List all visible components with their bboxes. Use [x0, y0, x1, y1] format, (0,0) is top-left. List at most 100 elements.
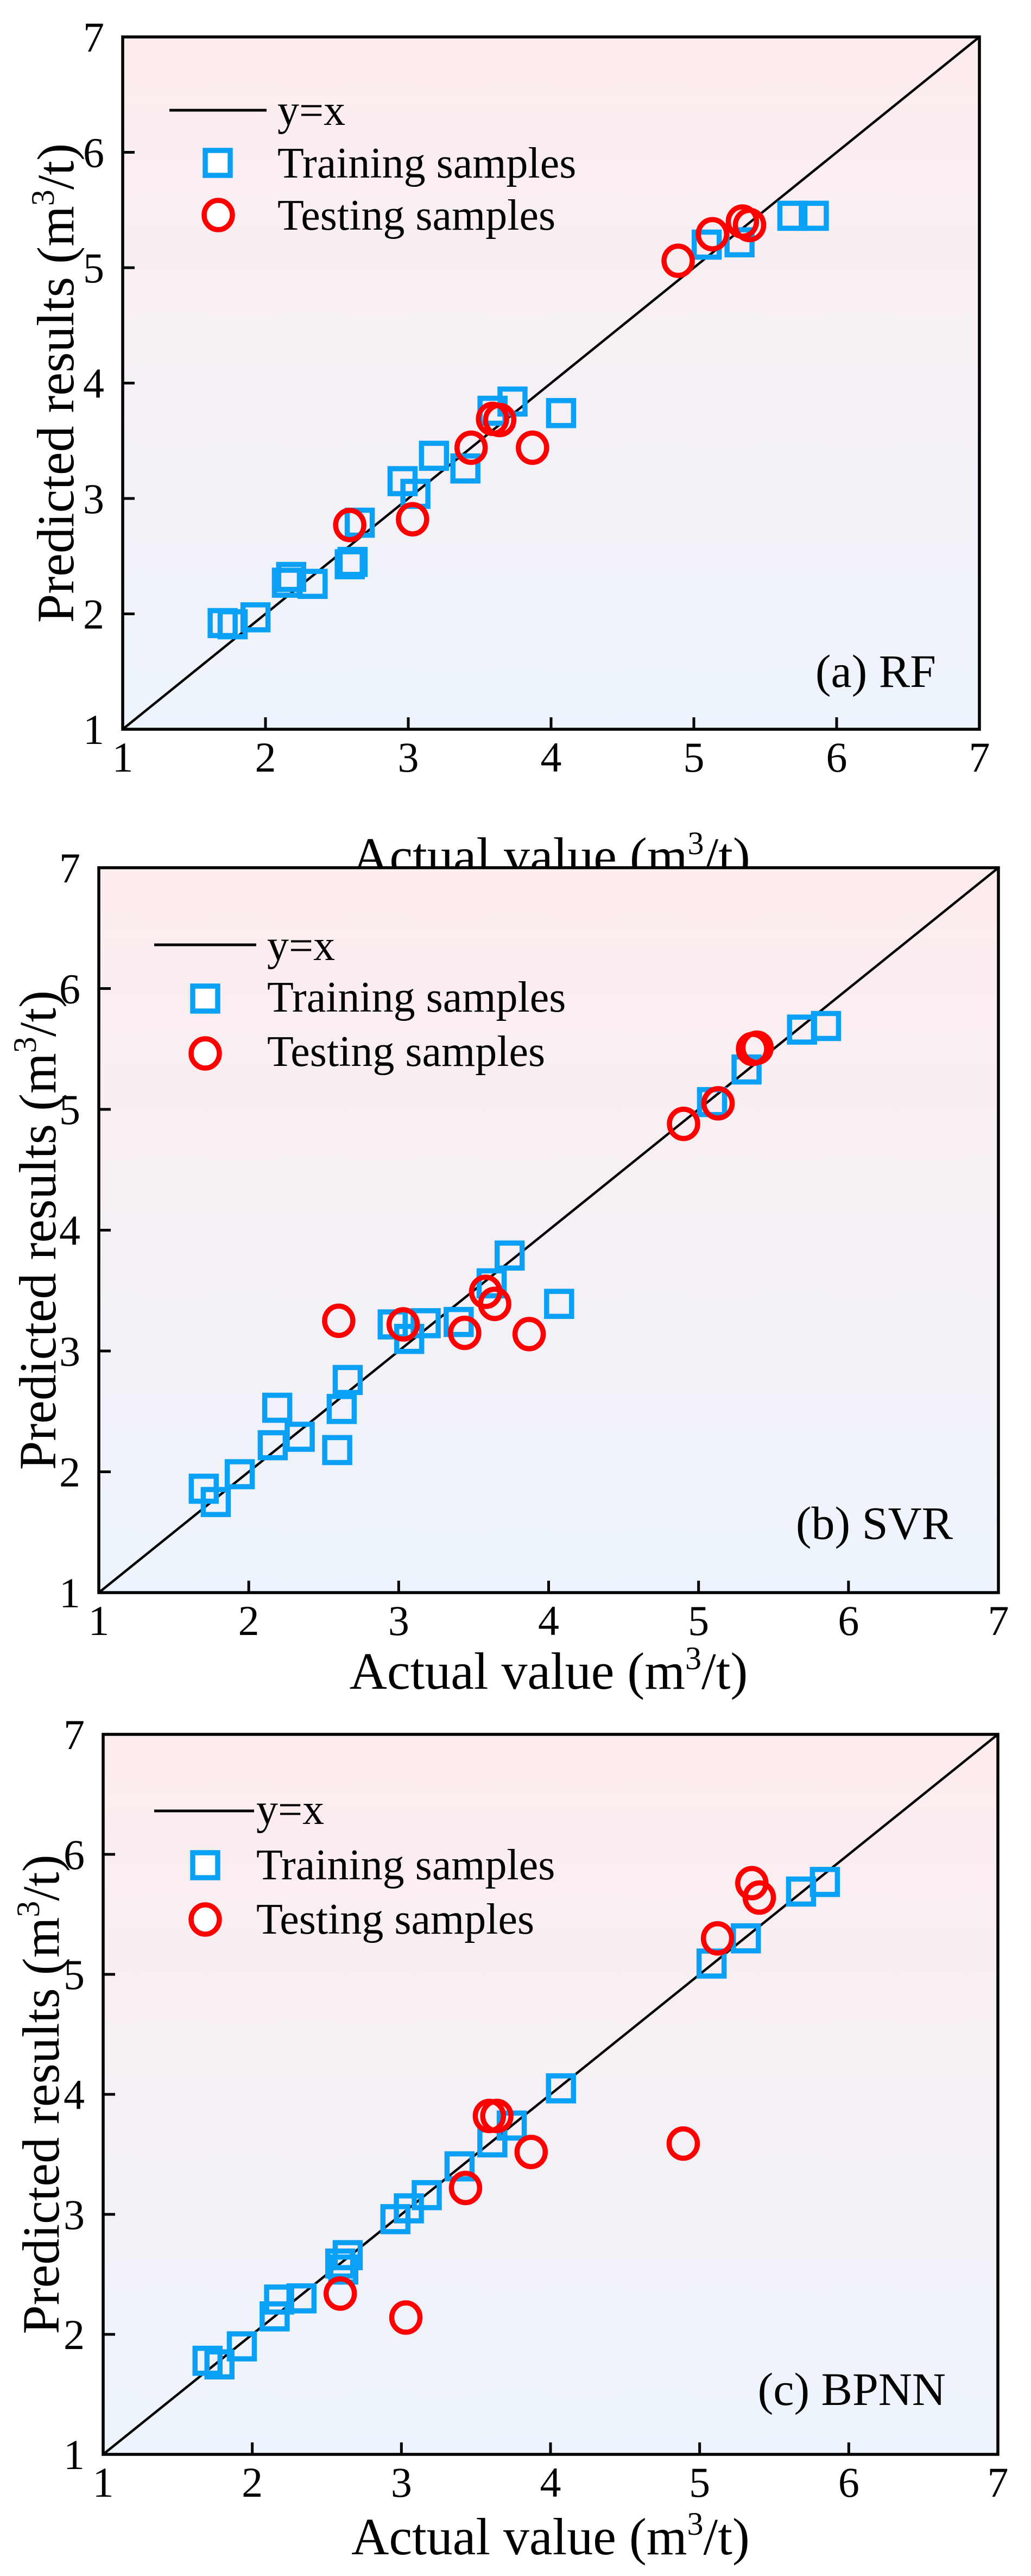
training-sample-point — [262, 1392, 293, 1423]
y-tick-label: 1 — [83, 706, 104, 753]
testing-sample-point — [389, 2300, 423, 2335]
training-sample-point — [546, 398, 577, 428]
testing-sample-point — [742, 1880, 776, 1915]
y-axis-label: Predicted results (m3/t) — [7, 990, 67, 1470]
legend-label-testing: Testing samples — [256, 1896, 534, 1943]
panel-bpnn: 1 2 3 4 5 6 7 1 2 3 4 5 6 7 y=x Training samples Testing… — [10, 1711, 1009, 2566]
y-tick-label: 3 — [83, 475, 104, 522]
training-sample-point — [494, 1240, 525, 1271]
training-sample-point — [419, 440, 450, 471]
series-training — [207, 200, 829, 640]
series-testing — [322, 1030, 774, 1352]
y-tick-label: 5 — [59, 1086, 80, 1133]
x-tick-label: 2 — [255, 734, 276, 781]
y-tick-label: 7 — [83, 14, 104, 61]
ylabel-text: Predicted results (m — [12, 1917, 70, 2334]
y-tick-label: 6 — [83, 129, 104, 176]
x-axis-label: Actual value (m3/t) — [350, 1640, 748, 1700]
testing-sample-point — [480, 2099, 514, 2133]
y-tick-label: 2 — [59, 1449, 80, 1496]
xlabel-superscript: 3 — [688, 825, 704, 861]
xlabel-text: Actual value (m — [350, 1642, 685, 1700]
training-sample-point — [322, 1435, 352, 1466]
y-tick-label: 6 — [59, 965, 80, 1013]
ylabel-text: Predicted results (m — [9, 1053, 67, 1470]
training-sample-point — [777, 200, 808, 231]
y-tick-label: 4 — [59, 1207, 80, 1254]
testing-sample-point — [478, 1286, 511, 1321]
legend-square-swatch — [203, 148, 233, 178]
training-sample-point — [240, 602, 271, 633]
training-sample-point — [412, 2180, 442, 2211]
x-tick-label: 1 — [112, 734, 134, 781]
testing-sample-point — [516, 430, 549, 465]
testing-sample-point — [701, 1086, 735, 1121]
legend-label-testing: Testing samples — [277, 192, 555, 239]
y-tick-label: 1 — [59, 1569, 80, 1617]
training-sample-point — [410, 1308, 441, 1338]
training-sample-point — [444, 2151, 475, 2182]
x-tick-label: 2 — [238, 1597, 260, 1644]
testing-sample-point — [514, 2135, 548, 2169]
ylabel-text-end: /t) — [12, 1854, 70, 1901]
training-sample-point — [811, 1011, 842, 1041]
plot-frame — [102, 1733, 1000, 2456]
training-sample-point — [546, 2073, 576, 2104]
x-tick-label: 6 — [826, 734, 847, 781]
y-tick-label: 5 — [83, 244, 104, 292]
training-sample-point — [276, 561, 307, 592]
training-sample-point — [326, 1394, 357, 1424]
ylabel-text-end: /t) — [9, 990, 67, 1037]
y-tick-label: 3 — [64, 2191, 85, 2238]
x-tick-label: 4 — [538, 1597, 559, 1644]
xlabel-text: Actual value (m — [351, 2508, 687, 2566]
y-tick-label: 7 — [59, 844, 80, 892]
ylabel-superscript: 3 — [7, 1037, 43, 1053]
y-tick-label: 7 — [64, 1711, 85, 1758]
training-sample-point — [332, 2240, 363, 2270]
testing-sample-point — [396, 502, 429, 536]
legend-circle-swatch — [188, 1902, 222, 1937]
testing-sample-point — [333, 508, 366, 542]
testing-sample-point — [448, 2170, 483, 2206]
legend-square-swatch — [190, 1850, 220, 1880]
training-sample-point — [337, 547, 368, 577]
legend-square-swatch — [190, 983, 220, 1014]
testing-sample-point — [512, 1317, 546, 1352]
legend-circle-swatch — [201, 198, 235, 232]
plot-frame — [121, 35, 981, 731]
x-tick-label: 1 — [93, 2459, 114, 2506]
x-tick-label: 5 — [684, 734, 705, 781]
y-axis-label: Predicted results (m3/t) — [25, 143, 85, 623]
testing-sample-point — [448, 1315, 482, 1350]
x-tick-label: 3 — [388, 1597, 409, 1644]
x-tick-label: 4 — [541, 734, 562, 781]
x-tick-label: 3 — [398, 734, 419, 781]
training-sample-point — [325, 2248, 356, 2279]
training-sample-point — [809, 1867, 840, 1897]
reference-line-y-equals-x — [98, 867, 1000, 1594]
testing-sample-point — [454, 430, 488, 465]
training-sample-point — [226, 2331, 257, 2362]
testing-sample-point — [322, 1303, 356, 1338]
legend-label-y-equals-x: y=x — [277, 87, 345, 135]
training-sample-point — [260, 2301, 290, 2332]
training-sample-point — [200, 1487, 231, 1517]
training-sample-point — [799, 200, 829, 231]
x-tick-label: 7 — [969, 734, 990, 781]
series-testing — [333, 204, 767, 542]
x-tick-label: 7 — [988, 2459, 1009, 2506]
testing-sample-point — [667, 1106, 700, 1141]
series-testing — [323, 1866, 776, 2335]
training-sample-point — [264, 2284, 294, 2315]
x-tick-label: 6 — [838, 1597, 859, 1644]
y-tick-label: 5 — [64, 1951, 85, 1998]
training-sample-point — [544, 1289, 574, 1319]
x-tick-label: 5 — [689, 2459, 710, 2506]
x-tick-label: 3 — [391, 2459, 412, 2506]
